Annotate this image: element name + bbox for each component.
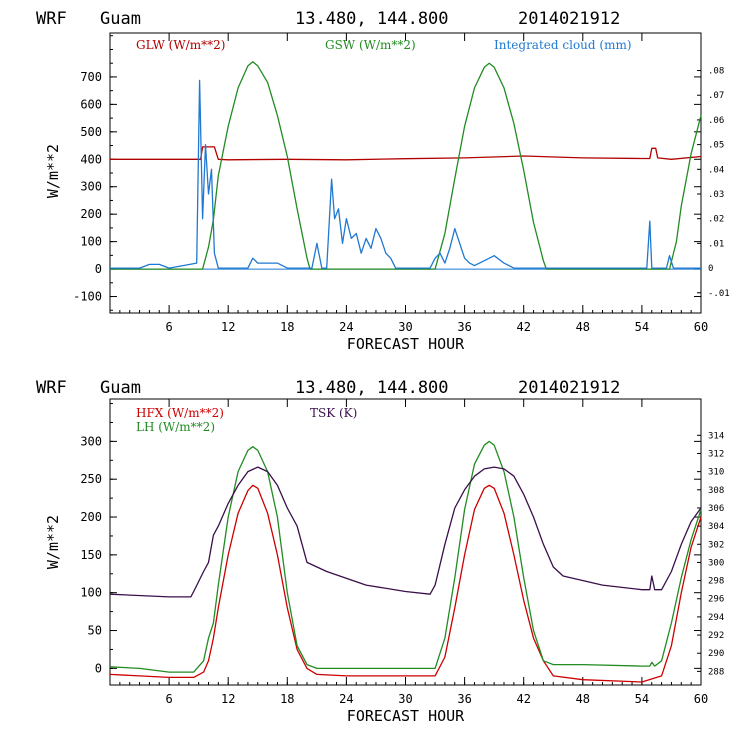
panel1-ytick-label: 600 <box>80 97 102 111</box>
panel2-xtick-label: 30 <box>398 692 412 706</box>
panel2-y2tick-label: 304 <box>708 522 724 532</box>
panel2-y2tick-label: 294 <box>708 613 724 623</box>
panel1-header-run: 2014021912 <box>518 9 620 29</box>
panel1-xtick-label: 24 <box>339 320 353 334</box>
panel2-legend-hfx: HFX (W/m**2) <box>136 406 224 420</box>
panel1-xtick-label: 30 <box>398 320 412 334</box>
panel2-y2tick-label: 306 <box>708 504 724 514</box>
panel1-xtick-label: 60 <box>694 320 708 334</box>
panel1-xtick-label: 54 <box>635 320 649 334</box>
panel2-header-run: 2014021912 <box>518 378 620 398</box>
panel2-ytick-label: 200 <box>80 510 102 524</box>
panel1-legend-cloud: Integrated cloud (mm) <box>494 38 632 52</box>
panel2-legend-tsk: TSK (K) <box>310 406 357 420</box>
panel2-ytick-label: 300 <box>80 434 102 448</box>
panel1-series-glw-line <box>110 146 702 161</box>
panel2-y2tick-label: 296 <box>708 595 724 605</box>
panel2-xtick-label: 60 <box>694 692 708 706</box>
panel1-xtick-label: 36 <box>457 320 471 334</box>
panel2-xtick-label: 54 <box>635 692 649 706</box>
panel1-ytick-label: -100 <box>73 290 102 304</box>
panel1-ytick-label: 300 <box>80 180 102 194</box>
panel1-series-gsw-line <box>110 61 702 270</box>
panel2-ytick-label: 50 <box>88 624 102 638</box>
panel1-header-model: WRF <box>36 9 67 29</box>
panel2-xtick-label: 6 <box>165 692 172 706</box>
panel2-y2tick-label: 298 <box>708 577 724 587</box>
panel2-plot-frame <box>109 398 702 686</box>
panel2-header-model: WRF <box>36 378 67 398</box>
panel2-xtick-label: 48 <box>576 692 590 706</box>
panel1-y2tick-label: .01 <box>708 239 724 249</box>
panel2-ytick-label: 0 <box>95 661 102 675</box>
panel1-ytick-label: 0 <box>95 262 102 276</box>
panel2-xtick-label: 42 <box>516 692 530 706</box>
panel1-legend-glw: GLW (W/m**2) <box>136 38 225 52</box>
panel2-y2tick-label: 314 <box>708 431 724 441</box>
panel2-xtick-label: 12 <box>221 692 235 706</box>
panel1-xtick-label: 42 <box>516 320 530 334</box>
panel2-y2tick-label: 288 <box>708 667 724 677</box>
panel2-ytick-label: 150 <box>80 548 102 562</box>
panel1-header-coords: 13.480, 144.800 <box>295 9 449 29</box>
panel1-xtick-label: 18 <box>280 320 294 334</box>
panel2-ylabel: W/m**2 <box>44 515 62 569</box>
panel2-y2tick-label: 308 <box>708 486 724 496</box>
panel2-y2tick-label: 312 <box>708 449 724 459</box>
panel2-header-location: Guam <box>100 378 141 398</box>
panel2-series-lh-line <box>109 440 702 673</box>
panel1-xtick-label: 6 <box>165 320 172 334</box>
panel2-header-coords: 13.480, 144.800 <box>295 378 449 398</box>
panel1-header-location: Guam <box>100 9 141 29</box>
panel1-y2tick-label: 0 <box>708 264 713 274</box>
panel1-xlabel: FORECAST HOUR <box>347 335 465 353</box>
panel1-series-cloud-line <box>110 79 701 269</box>
panel1-legend-gsw: GSW (W/m**2) <box>325 38 416 52</box>
panel1-y2tick-label: .03 <box>708 190 724 200</box>
panel1-ytick-label: 500 <box>80 125 102 139</box>
panel1-ylabel: W/m**2 <box>44 144 62 198</box>
panel1-y2tick-label: .05 <box>708 141 724 151</box>
panel2-y2tick-label: 302 <box>708 540 724 550</box>
panel2-xtick-label: 36 <box>457 692 471 706</box>
panel2-xtick-label: 24 <box>339 692 353 706</box>
panel1-y2tick-label: -.01 <box>708 289 730 299</box>
panel1-xtick-label: 12 <box>221 320 235 334</box>
panel1-xtick-label: 48 <box>576 320 590 334</box>
panel2-ytick-label: 100 <box>80 586 102 600</box>
panel2-ytick-label: 250 <box>80 472 102 486</box>
panel1-ytick-label: 700 <box>80 70 102 84</box>
panel1-y2tick-label: .02 <box>708 215 724 225</box>
panel2-y2tick-label: 292 <box>708 631 724 641</box>
panel1-y2tick-label: .04 <box>708 165 724 175</box>
panel2-series-tsk-line <box>109 466 702 598</box>
panel2-legend-lh: LH (W/m**2) <box>136 420 215 434</box>
panel2-xlabel: FORECAST HOUR <box>347 707 465 725</box>
panel2-y2tick-label: 310 <box>708 468 724 478</box>
panel1-y2tick-label: .07 <box>708 91 724 101</box>
panel1-y2tick-label: .08 <box>708 67 724 77</box>
panel1-ytick-label: 400 <box>80 152 102 166</box>
panel1-y2tick-label: .06 <box>708 116 724 126</box>
panel1-ytick-label: 100 <box>80 235 102 249</box>
panel2-xtick-label: 18 <box>280 692 294 706</box>
panel2-series-hfx-line <box>109 484 702 683</box>
panel1-ytick-label: 200 <box>80 207 102 221</box>
panel2-y2tick-label: 290 <box>708 649 724 659</box>
panel2-y2tick-label: 300 <box>708 558 724 568</box>
